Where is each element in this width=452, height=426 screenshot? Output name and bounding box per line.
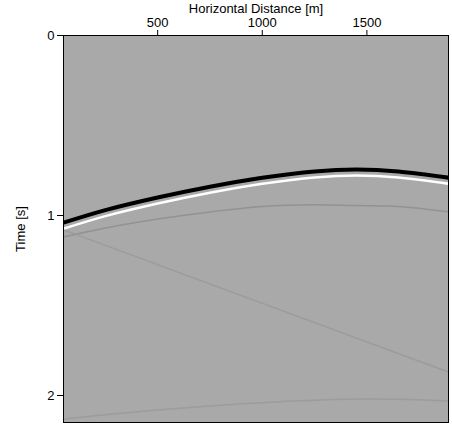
svg-text:1500: 1500 (352, 15, 381, 30)
svg-text:1: 1 (47, 208, 54, 223)
svg-text:0: 0 (47, 28, 54, 43)
svg-text:Time [s]: Time [s] (13, 206, 28, 252)
svg-text:Horizontal Distance [m]: Horizontal Distance [m] (189, 1, 323, 16)
svg-text:2: 2 (47, 388, 54, 403)
svg-text:500: 500 (147, 15, 169, 30)
svg-text:1000: 1000 (248, 15, 277, 30)
